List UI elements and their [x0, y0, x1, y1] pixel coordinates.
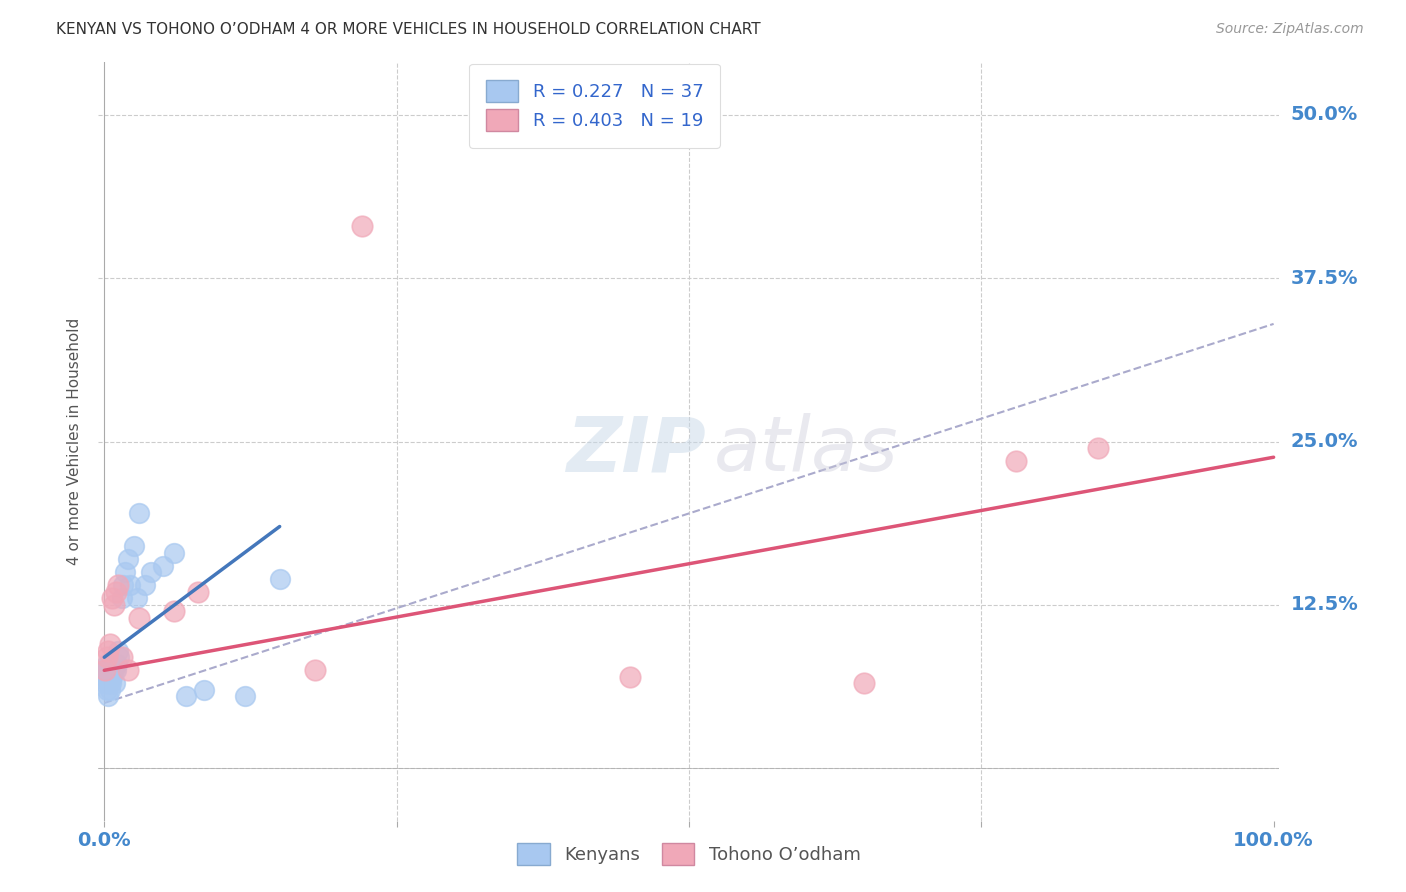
- Point: [107, 578, 129, 592]
- Point: [619, 670, 641, 684]
- Point: [108, 650, 131, 665]
- Point: [97, 657, 120, 671]
- Point: [122, 539, 145, 553]
- Point: [97, 643, 120, 657]
- Point: [104, 663, 127, 677]
- Point: [269, 572, 291, 586]
- Point: [125, 591, 148, 606]
- Point: [111, 578, 134, 592]
- Legend: Kenyans, Tohono O’odham: Kenyans, Tohono O’odham: [510, 836, 868, 872]
- Point: [118, 578, 141, 592]
- Point: [134, 578, 156, 592]
- Y-axis label: 4 or more Vehicles in Household: 4 or more Vehicles in Household: [67, 318, 83, 566]
- Point: [853, 676, 876, 690]
- Point: [128, 507, 150, 521]
- Point: [104, 585, 127, 599]
- Point: [97, 690, 120, 704]
- Point: [111, 650, 134, 665]
- Point: [152, 558, 174, 573]
- Point: [100, 676, 122, 690]
- Point: [98, 670, 121, 684]
- Point: [97, 663, 120, 677]
- Point: [117, 663, 139, 677]
- Point: [163, 546, 186, 560]
- Point: [114, 566, 136, 580]
- Text: KENYAN VS TOHONO O’ODHAM 4 OR MORE VEHICLES IN HOUSEHOLD CORRELATION CHART: KENYAN VS TOHONO O’ODHAM 4 OR MORE VEHIC…: [56, 22, 761, 37]
- Point: [98, 682, 121, 697]
- Point: [97, 670, 120, 684]
- Point: [104, 676, 127, 690]
- Point: [96, 682, 118, 697]
- Text: 50.0%: 50.0%: [1291, 105, 1358, 124]
- Point: [101, 591, 124, 606]
- Point: [94, 676, 117, 690]
- Point: [350, 219, 373, 233]
- Point: [96, 657, 118, 671]
- Text: 25.0%: 25.0%: [1291, 432, 1358, 451]
- Point: [105, 657, 128, 671]
- Point: [304, 663, 326, 677]
- Point: [128, 611, 150, 625]
- Point: [174, 690, 197, 704]
- Point: [163, 605, 186, 619]
- Point: [96, 650, 118, 665]
- Point: [233, 690, 256, 704]
- Point: [187, 585, 209, 599]
- Text: Source: ZipAtlas.com: Source: ZipAtlas.com: [1216, 22, 1364, 37]
- Point: [103, 598, 125, 612]
- Text: ZIP: ZIP: [567, 414, 706, 487]
- Point: [103, 663, 125, 677]
- Point: [117, 552, 139, 566]
- Point: [111, 591, 134, 606]
- Point: [94, 663, 117, 677]
- Point: [1087, 441, 1109, 455]
- Point: [1005, 454, 1028, 468]
- Text: 37.5%: 37.5%: [1291, 268, 1358, 287]
- Point: [139, 566, 162, 580]
- Point: [98, 637, 121, 651]
- Point: [101, 670, 124, 684]
- Point: [193, 682, 215, 697]
- Text: atlas: atlas: [713, 414, 898, 487]
- Point: [96, 670, 118, 684]
- Point: [107, 643, 129, 657]
- Point: [94, 663, 117, 677]
- Text: 12.5%: 12.5%: [1291, 596, 1358, 615]
- Point: [94, 670, 117, 684]
- Point: [97, 676, 120, 690]
